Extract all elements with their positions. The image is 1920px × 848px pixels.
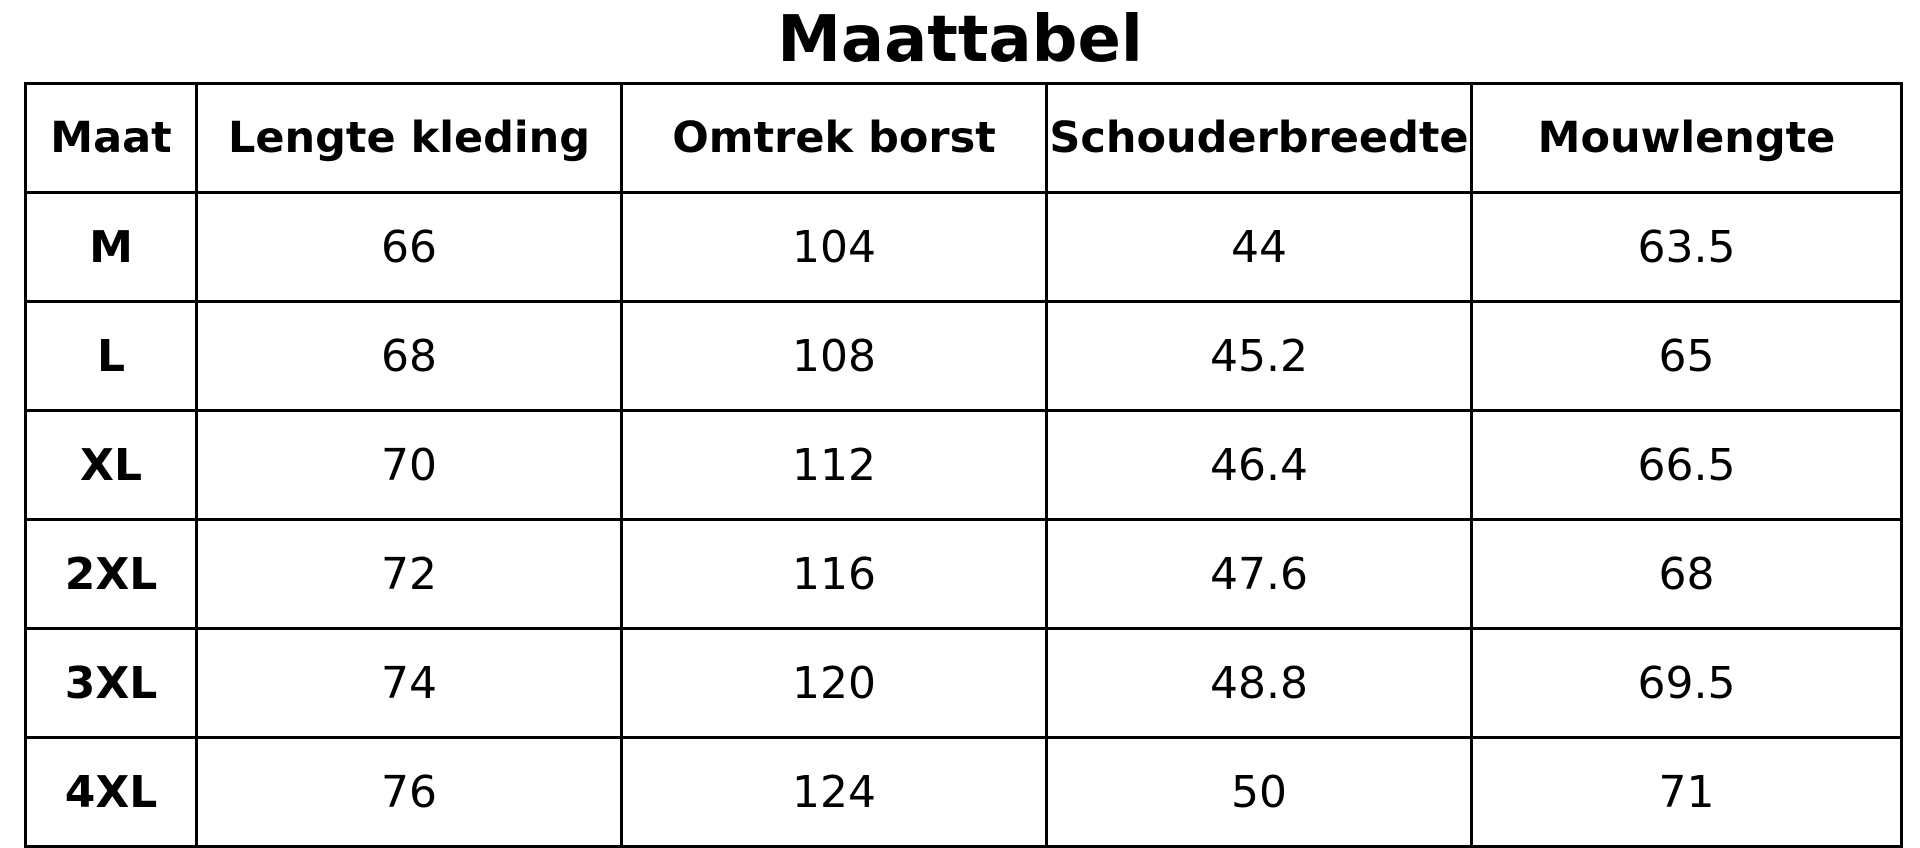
table-row: 3XL 74 120 48.8 69.5 <box>24 627 1903 739</box>
lengte-kleding-cell: 70 <box>195 409 623 521</box>
omtrek-borst-cell: 124 <box>620 736 1048 848</box>
table-row: XL 70 112 46.4 66.5 <box>24 409 1903 521</box>
header-mouwlengte: Mouwlengte <box>1470 82 1903 194</box>
lengte-kleding-cell: 74 <box>195 627 623 739</box>
mouwlengte-cell: 71 <box>1470 736 1903 848</box>
lengte-kleding-cell: 76 <box>195 736 623 848</box>
header-omtrek-borst: Omtrek borst <box>620 82 1048 194</box>
page-title: Maattabel <box>777 3 1143 77</box>
table-row: L 68 108 45.2 65 <box>24 300 1903 412</box>
size-cell: M <box>24 191 198 303</box>
omtrek-borst-cell: 108 <box>620 300 1048 412</box>
size-cell: 4XL <box>24 736 198 848</box>
table-row: M 66 104 44 63.5 <box>24 191 1903 303</box>
omtrek-borst-cell: 116 <box>620 518 1048 630</box>
omtrek-borst-cell: 112 <box>620 409 1048 521</box>
schouderbreedte-cell: 46.4 <box>1045 409 1473 521</box>
omtrek-borst-cell: 104 <box>620 191 1048 303</box>
schouderbreedte-cell: 47.6 <box>1045 518 1473 630</box>
mouwlengte-cell: 66.5 <box>1470 409 1903 521</box>
lengte-kleding-cell: 66 <box>195 191 623 303</box>
lengte-kleding-cell: 68 <box>195 300 623 412</box>
table-header: Maat Lengte kleding Omtrek borst Schoude… <box>24 82 1903 194</box>
header-lengte-kleding: Lengte kleding <box>195 82 623 194</box>
table-body: M 66 104 44 63.5 L 68 108 45.2 65 XL 70 … <box>24 191 1903 848</box>
header-maat: Maat <box>24 82 198 194</box>
schouderbreedte-cell: 45.2 <box>1045 300 1473 412</box>
size-cell: L <box>24 300 198 412</box>
schouderbreedte-cell: 44 <box>1045 191 1473 303</box>
header-schouderbreedte: Schouderbreedte <box>1045 82 1473 194</box>
size-cell: 3XL <box>24 627 198 739</box>
table-row: 4XL 76 124 50 71 <box>24 736 1903 848</box>
size-table: Maat Lengte kleding Omtrek borst Schoude… <box>24 82 1903 848</box>
size-cell: XL <box>24 409 198 521</box>
schouderbreedte-cell: 50 <box>1045 736 1473 848</box>
mouwlengte-cell: 69.5 <box>1470 627 1903 739</box>
size-cell: 2XL <box>24 518 198 630</box>
lengte-kleding-cell: 72 <box>195 518 623 630</box>
mouwlengte-cell: 68 <box>1470 518 1903 630</box>
header-row: Maat Lengte kleding Omtrek borst Schoude… <box>24 82 1903 194</box>
omtrek-borst-cell: 120 <box>620 627 1048 739</box>
schouderbreedte-cell: 48.8 <box>1045 627 1473 739</box>
mouwlengte-cell: 63.5 <box>1470 191 1903 303</box>
table-row: 2XL 72 116 47.6 68 <box>24 518 1903 630</box>
mouwlengte-cell: 65 <box>1470 300 1903 412</box>
